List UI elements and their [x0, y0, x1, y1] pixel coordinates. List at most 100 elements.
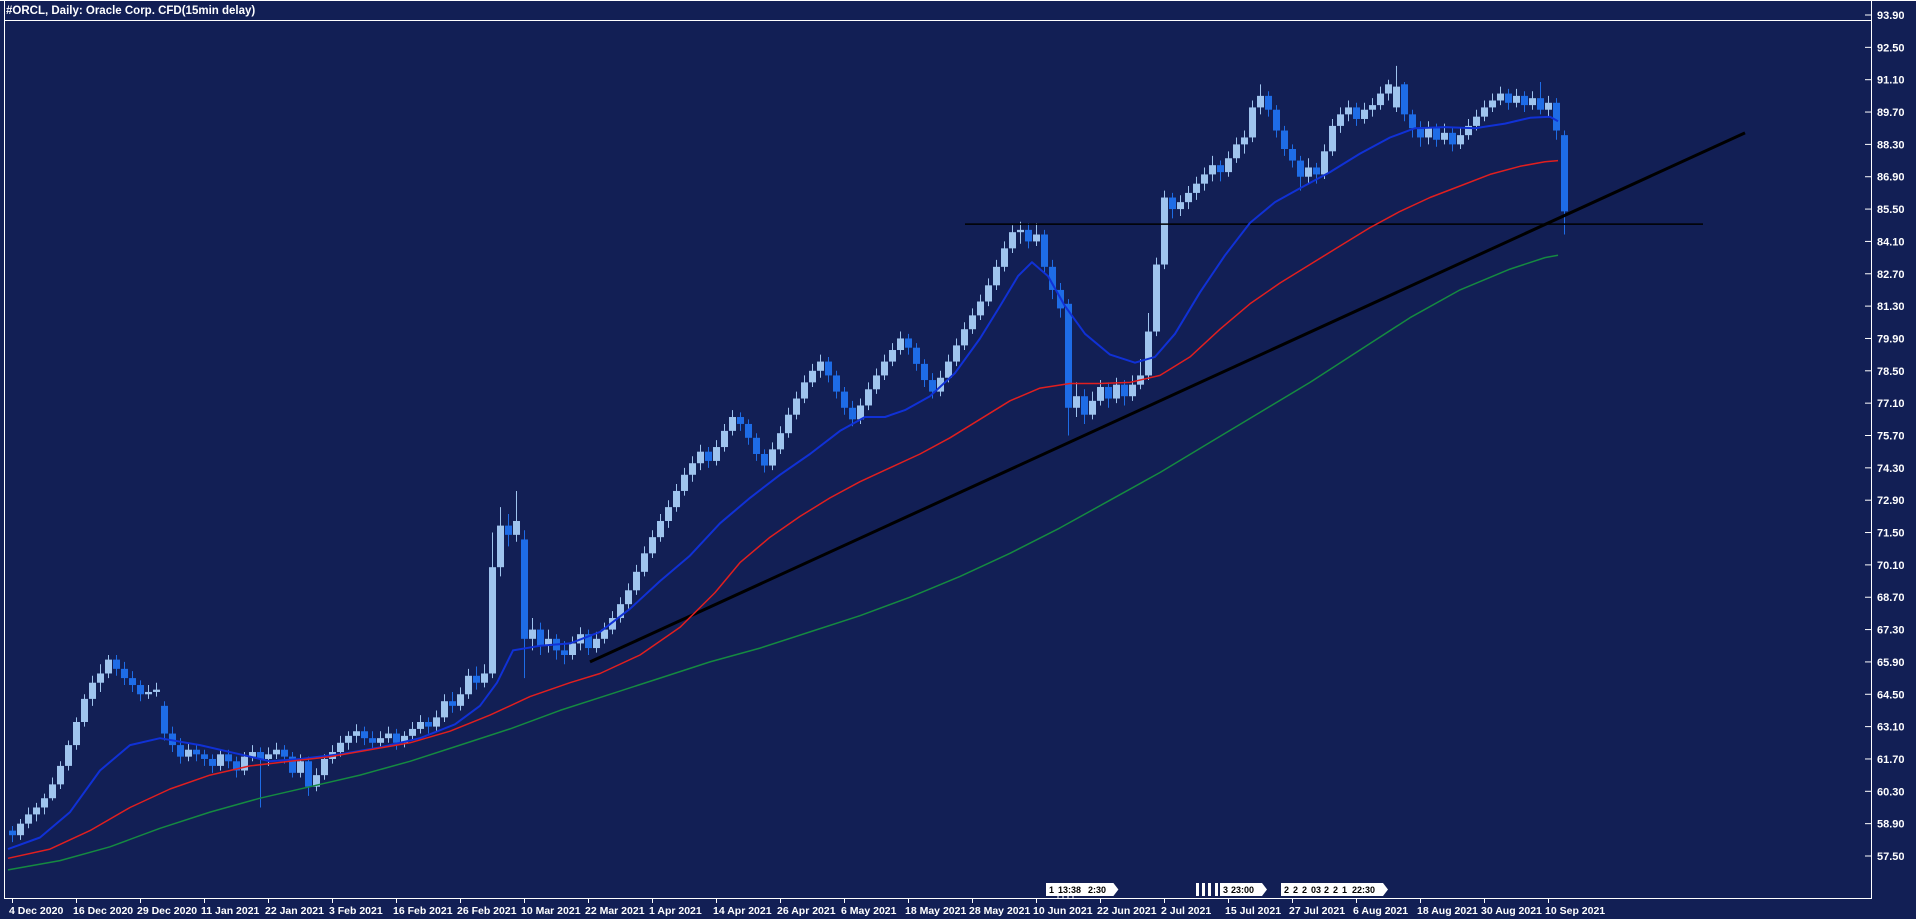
candle-body — [1481, 107, 1488, 117]
candle-body — [745, 423, 752, 438]
candle — [201, 749, 208, 766]
candle — [601, 622, 608, 644]
ma-slow-line — [7, 254, 1559, 871]
trend-line[interactable] — [589, 131, 1746, 664]
candle — [921, 359, 928, 387]
candle-body — [1497, 93, 1504, 101]
candle-body — [689, 463, 696, 475]
candle-body — [481, 673, 488, 683]
candle-body — [929, 380, 936, 392]
candle-body — [1441, 132, 1448, 140]
candle — [233, 756, 240, 778]
candlesticks — [9, 65, 1568, 843]
candle-body — [289, 756, 296, 773]
candle-body — [1089, 400, 1096, 415]
candle-body — [585, 634, 592, 649]
candle — [633, 564, 640, 595]
candle-body — [545, 638, 552, 646]
candle-body — [697, 451, 704, 464]
time-tag-text: 03 — [1311, 885, 1321, 895]
candle — [473, 666, 480, 690]
candle — [745, 419, 752, 445]
candle — [425, 717, 432, 734]
candle — [1033, 222, 1040, 247]
time-tag-text: 2:30 — [1088, 885, 1106, 895]
time-tag-bg — [1055, 883, 1094, 896]
candle-body — [1217, 165, 1224, 173]
candle — [249, 745, 256, 762]
candle-body — [345, 735, 352, 743]
price-tick-label: 92.50 — [1877, 42, 1905, 54]
candle-body — [809, 370, 816, 383]
candle — [1185, 185, 1192, 210]
candle-body — [1169, 197, 1176, 210]
candle-body — [1417, 128, 1424, 138]
candle-body — [825, 361, 832, 376]
candle — [777, 426, 784, 454]
candle-body — [377, 738, 384, 743]
candle — [1513, 88, 1520, 108]
candle-body — [1553, 102, 1560, 131]
price-tick-label: 91.10 — [1877, 75, 1905, 87]
candle — [761, 449, 768, 473]
candle-body — [1209, 165, 1216, 175]
candle-body — [1049, 266, 1056, 290]
candle-body — [297, 761, 304, 773]
candle-body — [121, 668, 128, 679]
candle-body — [993, 266, 1000, 286]
candle-body — [881, 361, 888, 376]
candle — [409, 721, 416, 741]
candle — [1497, 86, 1504, 106]
candle — [665, 500, 672, 528]
candle-body — [193, 749, 200, 755]
moving-averages — [7, 115, 1559, 871]
candle-body — [1433, 128, 1440, 140]
candle — [1241, 130, 1248, 154]
candle-body — [1489, 100, 1496, 108]
candle-body — [1233, 144, 1240, 159]
candle-body — [561, 650, 568, 655]
candle — [889, 343, 896, 367]
candle — [289, 752, 296, 778]
candle — [1209, 155, 1216, 182]
candle-body — [233, 761, 240, 771]
price-axis[interactable]: 93.90 92.50 91.10 89.70 88.30 86.90 85.50 84.10… — [1865, 10, 1905, 863]
drawn-objects[interactable] — [589, 131, 1746, 664]
candle — [1129, 375, 1136, 401]
candle-body — [201, 754, 208, 759]
candle-body — [681, 474, 688, 491]
price-tick-label: 86.90 — [1877, 172, 1905, 184]
candle — [1377, 86, 1384, 110]
time-axis[interactable]: 4 Dec 2020 16 Dec 2020 29 Dec 2020 11 Jan 2… — [9, 883, 1605, 917]
candle-body — [321, 758, 328, 776]
candle — [721, 423, 728, 452]
candle-body — [425, 721, 432, 727]
candle — [513, 490, 520, 542]
candle-body — [337, 742, 344, 753]
candle-body — [641, 553, 648, 572]
candle-body — [9, 830, 16, 836]
date-tick-label: 1 Apr 2021 — [649, 905, 702, 917]
candle-body — [841, 391, 848, 408]
candle-body — [33, 807, 40, 815]
price-tick-label: 77.10 — [1877, 398, 1905, 410]
date-tick-label: 10 Sep 2021 — [1545, 905, 1605, 917]
candle-body — [161, 705, 168, 734]
candle — [713, 440, 720, 466]
candle — [481, 664, 488, 688]
candle — [25, 807, 32, 829]
candle — [1161, 190, 1168, 270]
candle-body — [1065, 303, 1072, 408]
candle-body — [1401, 84, 1408, 115]
candle — [1337, 107, 1344, 133]
candle — [641, 546, 648, 577]
candle — [673, 484, 680, 512]
candle-body — [721, 430, 728, 448]
candle — [209, 754, 216, 773]
candle-body — [945, 361, 952, 378]
candle-body — [1393, 86, 1400, 108]
candle — [865, 382, 872, 411]
candle-body — [25, 814, 32, 824]
candle-body — [369, 738, 376, 743]
